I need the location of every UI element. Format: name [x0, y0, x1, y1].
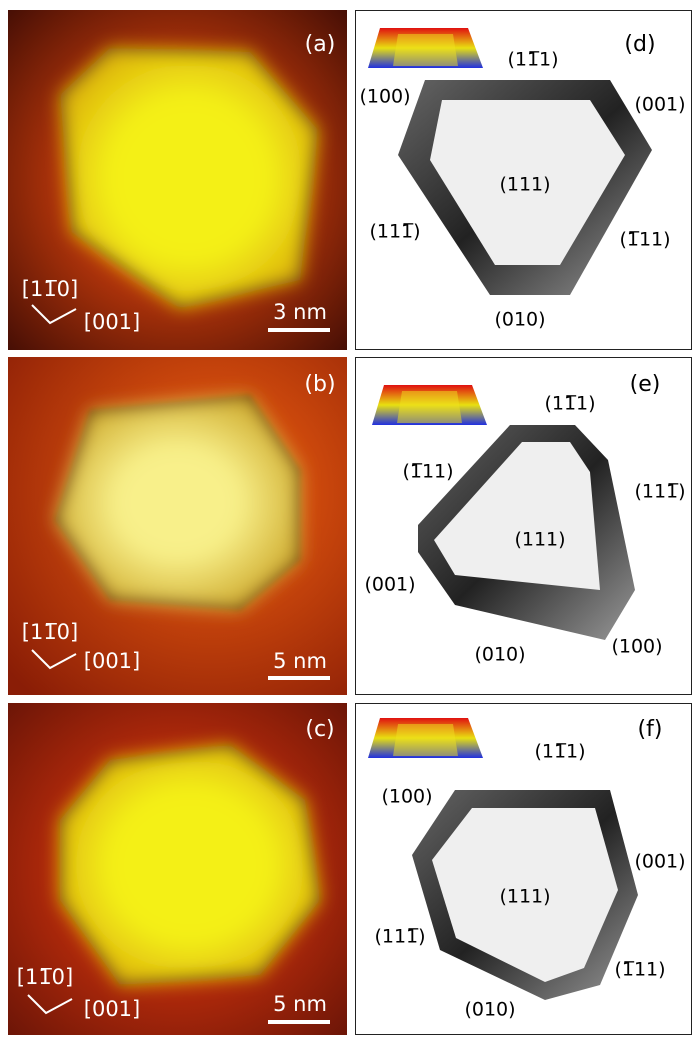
facet-label: (11̅1): [507, 49, 558, 71]
facet-label: (010): [494, 309, 545, 331]
facet-label: (111̅): [634, 481, 685, 503]
facet-label: (1̅11): [614, 959, 665, 981]
panel-label: (f): [638, 717, 663, 742]
facet-label: (111): [499, 174, 550, 196]
facet-label: (001): [634, 851, 685, 873]
facet-label: (111): [514, 529, 565, 551]
facet-label: (11̅1): [534, 741, 585, 763]
crystal-icon-face: [393, 724, 458, 756]
scale-bar-label: 5 nm: [273, 649, 327, 673]
crystal-icon-face: [393, 34, 458, 66]
facet-label: (100): [611, 636, 662, 658]
panel-label: (c): [305, 717, 334, 742]
facet-label: (111̅): [374, 926, 425, 948]
facet-label: (001): [634, 94, 685, 116]
scale-bar-label: 3 nm: [273, 300, 327, 324]
direction-label: [001]: [84, 997, 140, 1021]
page: {"stm_panels": [ {"label": "(a)", "direc…: [0, 0, 693, 1038]
facet-label: (010): [464, 999, 515, 1021]
figure: (a)[11̅0][001]3 nm(b)[11̅0][001]5 nm(c)[…: [0, 0, 693, 1038]
facet-label: (100): [381, 786, 432, 808]
panel-label: (b): [304, 372, 335, 397]
facet-label: (100): [359, 86, 410, 108]
facet-label: (111̅): [369, 221, 420, 243]
panel-label: (d): [624, 32, 655, 57]
scale-bar-label: 5 nm: [273, 992, 327, 1016]
direction-label: [11̅0]: [22, 277, 78, 301]
direction-label: [001]: [84, 310, 140, 334]
facet-label: (1̅11): [619, 229, 670, 251]
facet-label: (010): [474, 644, 525, 666]
facet-label: (111): [499, 886, 550, 908]
direction-label: [11̅0]: [22, 620, 78, 644]
facet-label: (1̅11): [402, 461, 453, 483]
crystal-icon-face: [397, 391, 462, 423]
panel-label: (e): [630, 372, 661, 397]
panel-label: (a): [305, 32, 336, 57]
direction-label: [001]: [84, 649, 140, 673]
facet-label: (11̅1): [544, 393, 595, 415]
direction-label: [11̅0]: [17, 965, 73, 989]
facet-label: (001): [364, 574, 415, 596]
